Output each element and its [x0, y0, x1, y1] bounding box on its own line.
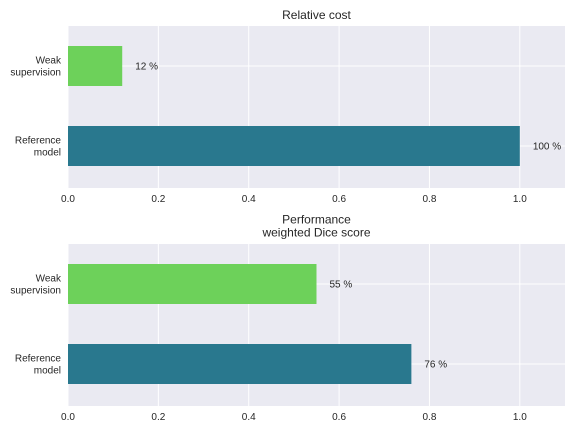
bar-value-label: 12 % — [135, 62, 158, 73]
category-label: Weak supervision — [10, 56, 62, 79]
x-tick-label: 0.2 — [151, 194, 165, 205]
bar-1 — [68, 264, 317, 304]
category-label: Weak supervision — [10, 274, 62, 297]
bar-value-label: 55 % — [330, 280, 353, 291]
category-label: Reference model — [15, 136, 62, 159]
bar-value-label: 100 % — [533, 142, 561, 153]
x-tick-label: 1.0 — [513, 194, 527, 205]
x-tick-label: 0.0 — [61, 412, 75, 423]
bar-1 — [68, 46, 123, 86]
chart-title: weighted Dice score — [261, 226, 370, 240]
bar-value-label: 76 % — [424, 360, 447, 371]
x-tick-label: 0.8 — [423, 194, 437, 205]
category-label: Reference model — [15, 354, 62, 377]
bar-2 — [68, 344, 412, 384]
chart-panel-2: 0.0 0.2 0.4 0.6 0.8 1.0 55 % Weak supervision 76 … — [10, 213, 565, 423]
x-tick-label: 1.0 — [513, 412, 527, 423]
x-tick-label: 0.8 — [423, 412, 437, 423]
x-tick-label: 0.4 — [242, 194, 256, 205]
bar-2 — [68, 126, 520, 166]
chart-title: Performance — [282, 213, 351, 227]
chart-title: Relative cost — [282, 8, 351, 22]
x-tick-label: 0.0 — [61, 194, 75, 205]
x-tick-label: 0.6 — [332, 194, 346, 205]
chart-panel-1: 0.0 0.2 0.4 0.6 0.8 1.0 12 % Weak supervision 100… — [10, 8, 565, 205]
x-tick-label: 0.6 — [332, 412, 346, 423]
x-tick-label: 0.4 — [242, 412, 256, 423]
x-tick-label: 0.2 — [151, 412, 165, 423]
